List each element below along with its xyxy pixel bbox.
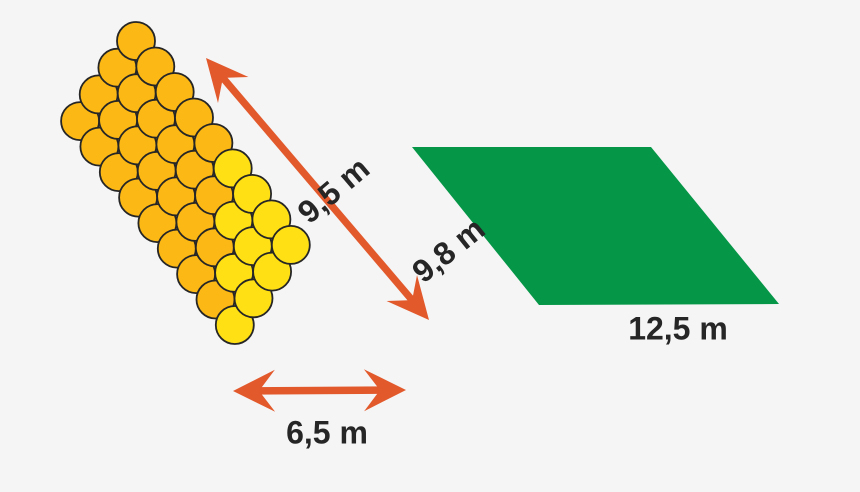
svg-text:6,5 m: 6,5 m [286, 414, 368, 450]
svg-text:12,5 m: 12,5 m [628, 310, 728, 346]
